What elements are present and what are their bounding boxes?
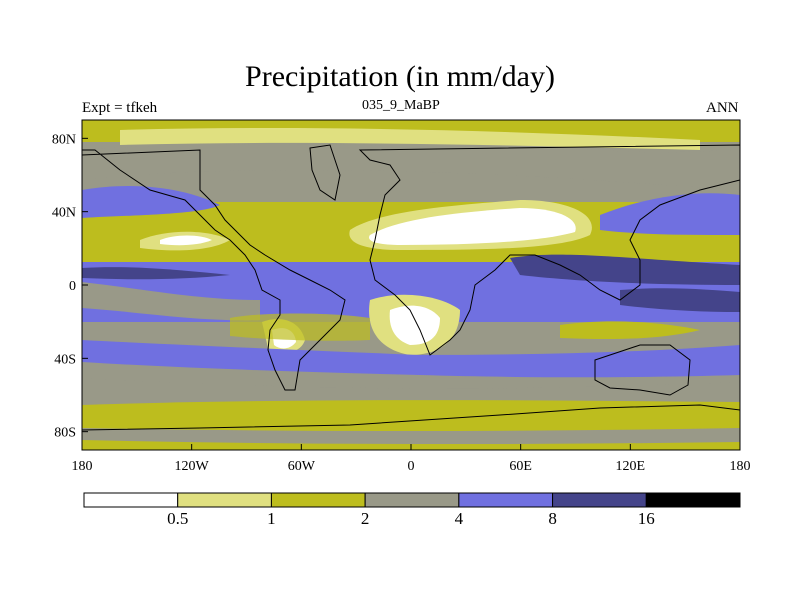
north-pacific-wet	[600, 193, 740, 235]
lon-tick-label: 180	[730, 459, 751, 474]
colorbar-label: 0.5	[167, 509, 188, 528]
sa-olive	[230, 313, 370, 341]
south-pacific-olive	[560, 321, 700, 340]
north-dry-gray	[82, 144, 740, 190]
season-label: ANN	[706, 100, 739, 116]
lat-tick-label: 0	[69, 279, 76, 294]
colorbar-swatch	[270, 492, 366, 508]
lon-tick-label: 120E	[616, 459, 646, 474]
experiment-label: Expt = tfkeh	[82, 100, 158, 116]
lat-axis: 80N 40N 0 40S 80S	[52, 132, 88, 441]
colorbar-swatch	[458, 492, 554, 508]
lat-tick-label: 40S	[54, 352, 76, 367]
coastlines	[82, 144, 740, 431]
colorbar-swatch	[552, 492, 647, 508]
lat-tick-label: 80S	[54, 426, 76, 441]
na-dry-core	[160, 235, 212, 246]
se-atlantic-core	[389, 305, 440, 345]
colorbar-swatch	[177, 492, 272, 508]
coast-americas	[82, 149, 346, 391]
precip-field	[82, 120, 740, 450]
colorbar-swatch	[645, 492, 741, 508]
lat-tick-label: 80N	[52, 132, 76, 147]
lat-tick-label: 40N	[52, 206, 76, 221]
colorbar-label: 4	[455, 509, 464, 528]
north-atlantic-wet	[82, 185, 220, 218]
colorbar-label: 16	[638, 509, 655, 528]
lon-tick-label: 120W	[175, 459, 210, 474]
colorbar-swatch	[83, 492, 179, 508]
coast-eurasia	[358, 144, 740, 356]
lon-axis: 180 120W 60W 0 60E 120E 180	[72, 444, 751, 474]
colorbar-label: 1	[267, 509, 276, 528]
coast-greenland	[309, 144, 341, 201]
colorbar-label: 8	[548, 509, 557, 528]
south-ocean-blue	[82, 340, 740, 378]
itcz-dark-east	[510, 254, 740, 285]
coast-antarctica	[82, 404, 740, 431]
south-ocean-olive	[82, 400, 740, 420]
itcz-dark-west	[82, 267, 230, 280]
lon-tick-label: 180	[72, 459, 93, 474]
pacific-dark	[620, 288, 740, 312]
plot-title: Precipitation (in mm/day)	[245, 60, 555, 93]
coast-australia	[594, 344, 691, 396]
colorbar: 0.5 1 2 4 8 16	[83, 492, 741, 528]
lon-tick-label: 0	[408, 459, 415, 474]
antarctic-gray	[82, 428, 740, 445]
ne-dry-core	[369, 208, 576, 245]
time-label: 035_9_MaBP	[362, 98, 440, 113]
lon-tick-label: 60W	[288, 459, 316, 474]
colorbar-swatch	[364, 492, 460, 508]
equatorial-gray	[82, 282, 260, 321]
colorbar-label: 2	[361, 509, 370, 528]
lon-tick-label: 60E	[509, 459, 532, 474]
north-band-olive	[120, 128, 700, 150]
